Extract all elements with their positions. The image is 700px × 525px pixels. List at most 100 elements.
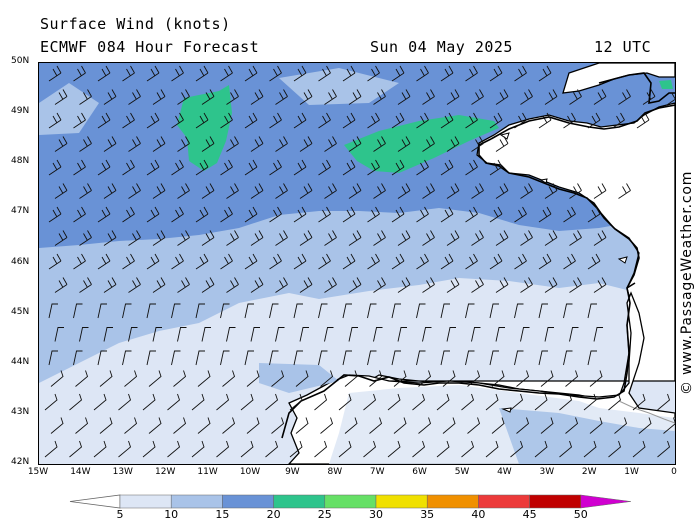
wind-barb [122,206,135,223]
wind-barb [69,393,83,411]
legend-swatch [478,494,530,509]
wind-barb [465,65,478,82]
wind-barb [367,112,380,129]
legend-tick-label: 30 [369,508,383,521]
wind-barb [495,230,509,246]
wind-barb [495,327,505,342]
wind-barb [195,350,205,366]
wind-barb [538,303,548,319]
coastline-biscay [281,282,636,439]
wind-barb [146,65,160,82]
wind-barb [128,136,141,152]
wind-barb [195,253,209,270]
wind-barb [48,159,62,176]
wind-barb [563,112,576,129]
wind-barb [393,370,407,387]
wind-barb [412,440,426,458]
wind-barb [422,230,435,246]
wind-barb [148,370,162,387]
wind-barb [534,393,548,411]
wind-barb [44,393,58,411]
wind-barb [593,277,607,293]
lon-label: 5W [454,467,470,477]
wind-barb [348,277,362,293]
wind-barb [510,440,524,458]
wind-barb [495,136,509,152]
wind-barb [99,417,113,434]
wind-barb [363,393,377,411]
wind-barb [177,183,190,199]
wind-barb [269,350,279,366]
wind-barb [416,253,429,270]
wind-barb [369,417,383,434]
wind-barb [569,183,582,199]
wind-barb [540,370,554,387]
wind-barb [563,253,576,270]
legend-tick-label: 50 [573,508,588,521]
wind-barb [167,440,181,458]
wind-barb [201,89,215,105]
lon-label: 9W [285,467,300,477]
lat-label: 46N [11,256,30,267]
wind-barb [269,253,282,270]
wind-barb [465,206,478,223]
wind-barb [348,327,358,342]
wind-barb [446,136,460,152]
legend-tick-label: 45 [522,508,537,521]
wind-barb [583,393,597,411]
wind-barb [440,65,454,82]
wind-barb [632,393,646,411]
wind-barb [271,370,285,387]
copyright-credit[interactable]: © www.PassageWeather.com [679,170,695,395]
wind-barb [299,136,313,152]
wind-barb [293,112,307,129]
wind-map[interactable] [38,62,676,465]
wind-barb [240,440,254,458]
wind-barb [416,65,429,82]
wind-barb [54,183,68,199]
wind-barb [118,393,132,411]
wind-barb [587,350,597,366]
wind-barb [391,112,405,129]
wind-barb [191,440,205,458]
wind-barb [293,65,307,82]
wind-barb [250,327,260,342]
wind-barb [608,440,622,458]
wind-barb [99,370,113,387]
wind-barb [593,327,603,342]
wind-barb [244,159,258,176]
wind-barb [514,65,527,82]
wind-barb [538,350,548,366]
wind-barb [544,230,558,246]
wind-barb [412,393,426,411]
wind-barb [538,253,552,270]
wind-barb [97,206,111,223]
lat-label: 48N [11,156,30,167]
wind-barb [146,159,160,176]
wind-barb [97,253,111,270]
lon-label: 13W [112,467,133,477]
wind-barb [320,370,334,387]
wind-barb [422,89,435,105]
wind-barb [122,303,132,319]
wind-barb [563,303,573,319]
wind-barb [363,440,377,458]
wind-barb [367,206,380,223]
wind-barb [269,303,279,319]
wind-barb [465,350,475,366]
wind-barb [197,370,211,387]
wind-barb [422,327,432,342]
wind-barb [338,393,352,411]
wind-barb [244,206,258,223]
wind-barb [195,112,209,129]
wind-barb [195,159,209,176]
wind-barb [103,327,113,342]
wind-barb [397,183,411,199]
wind-barb [387,440,401,458]
wind-barb [220,206,233,223]
wind-barb [177,327,187,342]
wind-barb [173,370,187,387]
wind-barb [73,112,86,129]
wind-barb [520,230,533,246]
wind-barb [220,253,233,270]
